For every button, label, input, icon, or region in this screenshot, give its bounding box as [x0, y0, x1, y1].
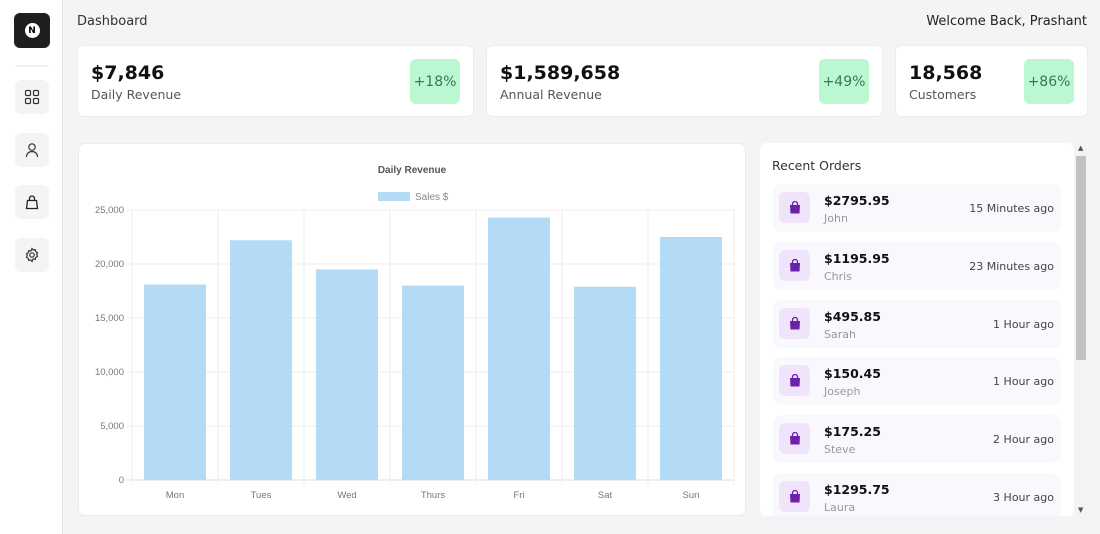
order-amount: $495.85	[824, 308, 881, 324]
change-badge: +49%	[819, 59, 869, 104]
x-tick-label: Tues	[251, 490, 272, 501]
customer-name: Sarah	[824, 327, 856, 341]
bar-sun[interactable]	[660, 237, 722, 480]
bar-wed[interactable]	[316, 269, 378, 480]
user-icon	[25, 143, 39, 158]
bar-tues[interactable]	[230, 240, 292, 480]
y-tick-label: 0	[119, 475, 124, 486]
daily-revenue-chart: Daily Revenue Sales $ 0 5,000 10,000 15,000…	[78, 143, 746, 516]
order-amount: $1295.75	[824, 482, 890, 497]
customer-name: John	[824, 212, 848, 225]
chart-title: Daily Revenue	[378, 165, 447, 176]
order-time: 2 Hour ago	[993, 433, 1054, 447]
shopping-bag-icon	[789, 432, 800, 445]
order-icon-box	[779, 481, 810, 512]
stat-card-customers: 18,568 Customers +86%	[895, 45, 1088, 117]
stat-label: Customers	[909, 87, 977, 102]
bar-chart: Daily Revenue Sales $ 0 5,000 10,000 15,000…	[95, 165, 735, 501]
x-tick-label: Wed	[337, 490, 356, 501]
order-amount: $150.45	[824, 366, 881, 382]
order-item[interactable]: $175.25 Steve 2 Hour ago	[773, 415, 1061, 464]
order-icon-box	[779, 307, 810, 339]
stat-value: 18,568	[909, 62, 983, 84]
customer-name: Chris	[824, 269, 852, 283]
stat-value: $7,846	[91, 62, 165, 84]
order-item[interactable]: $495.85 Sarah 1 Hour ago	[773, 299, 1061, 348]
shopping-bag-icon	[789, 374, 800, 387]
y-tick-label: 25,000	[95, 205, 124, 216]
stat-card-daily-revenue: $7,846 Daily Revenue +18%	[77, 45, 474, 117]
order-time: 23 Minutes ago	[969, 259, 1054, 273]
x-tick-label: Sun	[683, 490, 700, 501]
y-tick-label: 20,000	[95, 259, 124, 270]
logo[interactable]: N	[14, 13, 50, 48]
bar-thurs[interactable]	[402, 285, 464, 480]
gear-icon	[25, 247, 39, 263]
change-badge: +18%	[410, 59, 460, 104]
bar-mon[interactable]	[144, 284, 206, 480]
order-time: 15 Minutes ago	[969, 202, 1054, 215]
order-item[interactable]: $2795.95 John 15 Minutes ago	[773, 184, 1061, 232]
shopping-bag-icon	[789, 316, 800, 330]
bar-fri[interactable]	[488, 217, 550, 480]
shopping-bag-icon	[789, 490, 800, 503]
nav-dashboard[interactable]	[15, 80, 49, 114]
order-item[interactable]: $1195.95 Chris 23 Minutes ago	[773, 241, 1061, 290]
y-tick-label: 10,000	[95, 367, 124, 378]
legend-label[interactable]: Sales $	[415, 192, 449, 203]
x-tick-label: Thurs	[421, 490, 446, 501]
scrollbar-thumb[interactable]	[1076, 156, 1086, 360]
bar-sat[interactable]	[574, 286, 636, 480]
sidebar: N	[0, 0, 63, 534]
stat-card-annual-revenue: $1,589,658 Annual Revenue +49%	[486, 45, 883, 117]
customer-name: Joseph	[824, 385, 861, 399]
welcome-message: Welcome Back, Prashant	[926, 14, 1087, 29]
grid-icon	[24, 89, 40, 105]
order-amount: $1195.95	[824, 250, 890, 266]
x-tick-label: Sat	[598, 490, 613, 501]
scroll-up-arrow[interactable]: ▲	[1078, 144, 1084, 152]
order-item[interactable]: $1295.75 Laura 3 Hour ago	[773, 473, 1061, 516]
order-icon-box	[779, 249, 810, 281]
order-amount: $2795.95	[824, 193, 890, 208]
order-time: 3 Hour ago	[993, 491, 1054, 504]
page-title: Dashboard	[77, 14, 148, 29]
order-amount: $175.25	[824, 424, 881, 440]
shopping-bag-icon	[25, 195, 39, 210]
change-badge: +86%	[1024, 59, 1074, 104]
shopping-bag-icon	[789, 258, 800, 272]
divider	[15, 65, 49, 67]
nav-settings[interactable]	[15, 238, 49, 272]
stat-label: Daily Revenue	[91, 87, 182, 102]
shopping-bag-icon	[789, 201, 800, 214]
x-tick-label: Fri	[513, 490, 524, 501]
logo-mark: N	[24, 23, 40, 38]
orders-scrollbar[interactable]: ▲ ▼	[1075, 143, 1087, 516]
recent-orders-title: Recent Orders	[772, 158, 862, 173]
customer-name: Steve	[824, 443, 856, 457]
nav-customers[interactable]	[15, 133, 49, 167]
x-tick-label: Mon	[166, 490, 184, 501]
y-tick-label: 15,000	[95, 313, 124, 324]
stat-label: Annual Revenue	[500, 87, 602, 102]
stat-value: $1,589,658	[500, 62, 621, 84]
scroll-down-arrow[interactable]: ▼	[1078, 506, 1084, 514]
customer-name: Laura	[824, 501, 856, 514]
legend-swatch[interactable]	[378, 192, 410, 201]
order-time: 1 Hour ago	[993, 317, 1054, 331]
recent-orders-panel: Recent Orders $2795.95 John 15 Minutes a…	[760, 143, 1074, 516]
y-tick-label: 5,000	[100, 421, 124, 432]
order-item[interactable]: $150.45 Joseph 1 Hour ago	[773, 357, 1061, 406]
order-time: 1 Hour ago	[993, 375, 1054, 389]
order-icon-box	[779, 365, 810, 397]
order-icon-box	[779, 192, 810, 223]
nav-orders[interactable]	[15, 185, 49, 219]
order-icon-box	[779, 423, 810, 455]
